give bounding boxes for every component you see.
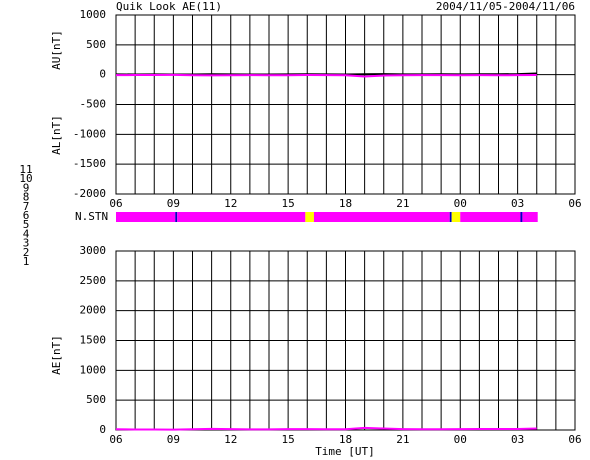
- x-tick-label: 06: [109, 433, 122, 446]
- y-axis-label: AU[nT]: [50, 30, 63, 70]
- y-tick-label: 2500: [80, 274, 107, 287]
- station-count-segment: [175, 212, 178, 222]
- x-tick-label: 12: [224, 433, 237, 446]
- y-tick-label: 500: [86, 38, 106, 51]
- station-count-segment: [449, 212, 452, 222]
- station-count-segment: [305, 212, 314, 222]
- y-tick-label: -1000: [73, 127, 106, 140]
- y-axis-label: AE[nT]: [50, 335, 63, 375]
- date-range: 2004/11/05-2004/11/06: [436, 0, 575, 13]
- station-legend-label: 2: [23, 246, 30, 259]
- station-legend-label: 10: [19, 172, 32, 185]
- x-tick-label: 15: [282, 197, 295, 210]
- x-tick-label: 18: [339, 197, 352, 210]
- x-tick-label: 00: [454, 433, 467, 446]
- title: Quik Look AE(11): [116, 0, 222, 13]
- y-tick-label: 2000: [80, 304, 107, 317]
- y-tick-label: 500: [86, 393, 106, 406]
- plot-frame: [115, 14, 576, 195]
- y-tick-label: 0: [99, 68, 106, 81]
- x-tick-label: 06: [568, 433, 581, 446]
- y-tick-label: 3000: [80, 244, 107, 257]
- x-tick-label: 09: [167, 433, 180, 446]
- x-tick-label: 00: [454, 197, 467, 210]
- x-tick-label: 18: [339, 433, 352, 446]
- station-legend-label: 3: [23, 237, 30, 250]
- station-legend-label: 6: [23, 209, 30, 222]
- x-tick-label: 09: [167, 197, 180, 210]
- x-tick-label: 06: [568, 197, 581, 210]
- x-tick-label: 03: [511, 197, 524, 210]
- station-count-segment: [520, 212, 523, 222]
- data-line: [115, 426, 537, 431]
- station-count-segment: [460, 212, 521, 222]
- x-axis-label: Time [UT]: [315, 445, 375, 458]
- station-legend-label: 9: [23, 181, 30, 194]
- x-tick-label: 21: [396, 197, 409, 210]
- x-tick-label: 21: [396, 433, 409, 446]
- station-count-segment: [522, 212, 538, 222]
- station-legend-label: 11: [19, 163, 32, 176]
- station-count-segment: [177, 212, 306, 222]
- x-tick-label: 03: [511, 433, 524, 446]
- y-tick-label: -500: [80, 98, 107, 111]
- y-tick-label: 1500: [80, 334, 107, 347]
- x-tick-label: 15: [282, 433, 295, 446]
- station-count-segment: [313, 212, 450, 222]
- y-axis-label: AL[nT]: [50, 115, 63, 155]
- station-legend-label: 4: [23, 227, 30, 240]
- y-tick-label: -1500: [73, 157, 106, 170]
- station-legend-label: 1: [23, 255, 30, 268]
- x-tick-label: 12: [224, 197, 237, 210]
- x-tick-label: 06: [109, 197, 122, 210]
- station-legend-label: 8: [23, 191, 30, 204]
- station-legend-label: 7: [23, 200, 30, 213]
- data-line: [115, 73, 537, 78]
- y-tick-label: 1000: [80, 363, 107, 376]
- stations-label: N.STN: [75, 210, 108, 223]
- station-legend-label: 5: [23, 218, 30, 231]
- y-tick-label: -2000: [73, 187, 106, 200]
- y-tick-label: 0: [99, 423, 106, 436]
- station-count-segment: [451, 212, 461, 222]
- station-count-segment: [116, 212, 176, 222]
- y-tick-label: 1000: [80, 8, 107, 21]
